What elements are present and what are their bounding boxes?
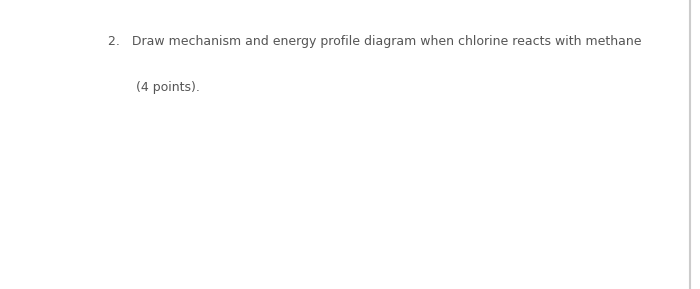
Text: 2.   Draw mechanism and energy profile diagram when chlorine reacts with methane: 2. Draw mechanism and energy profile dia… [108, 35, 642, 48]
Text: (4 points).: (4 points). [108, 81, 200, 94]
